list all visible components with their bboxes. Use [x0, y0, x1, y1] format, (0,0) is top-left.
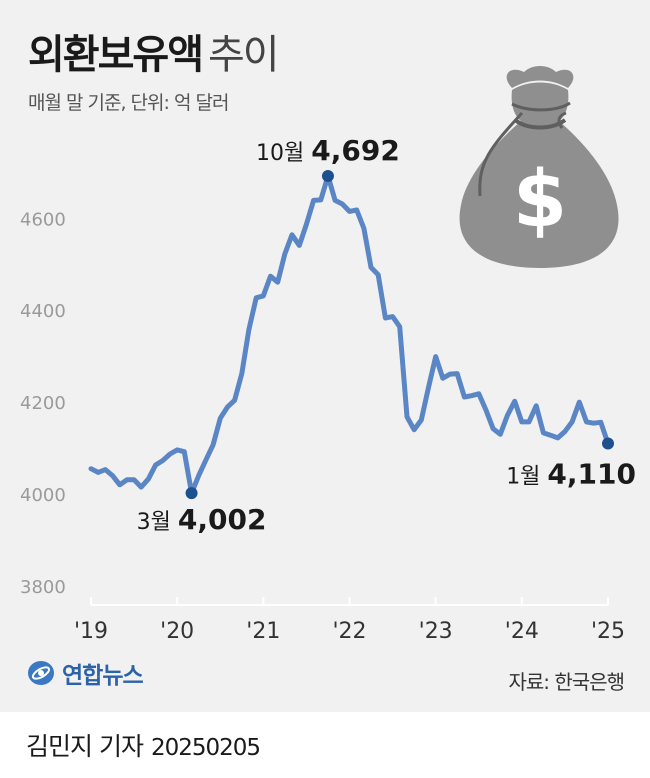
title-light: 추이 [208, 32, 280, 78]
highlight-point [185, 487, 198, 500]
yonhap-logo-icon [28, 661, 54, 685]
x-tick-label: '21 [246, 619, 280, 644]
x-tick-label: '22 [332, 619, 366, 644]
highlight-point [602, 437, 614, 450]
source-label: 자료: 한국은행 [508, 670, 625, 694]
y-tick-label: 4200 [20, 393, 66, 414]
reporter-name: 김민지 기자 [26, 732, 144, 761]
svg-text:$: $ [513, 155, 567, 245]
byline: 김민지 기자 20250205 [26, 727, 261, 763]
x-tick-label: '23 [419, 619, 453, 644]
publish-date: 20250205 [150, 735, 261, 761]
y-tick-label: 4000 [20, 485, 66, 506]
yonhap-logo: 연합뉴스 [26, 656, 144, 690]
data-label: 10월 4,692 [256, 134, 400, 167]
chart-annotations: 3월 4,002 10월 4,692 1월 4,110 [137, 134, 636, 536]
y-tick-label: 4600 [20, 209, 66, 230]
y-tick-label: 3800 [20, 577, 66, 598]
chart-plot-area [88, 170, 614, 500]
money-bag-icon: $ [459, 66, 619, 268]
highlight-point [321, 170, 334, 182]
data-label: 1월 4,110 [506, 457, 636, 490]
chart-title: 외환보유액 추이 [28, 22, 280, 80]
data-label: 3월 4,002 [137, 503, 267, 536]
chart-axes: 3800 4000 4200 4400 4600 '19 '20 '21 '22 '23 '24 '2… [20, 209, 625, 644]
x-tick-label: '25 [591, 619, 625, 644]
title-bold: 외환보유액 [28, 32, 204, 78]
logo-text: 연합뉴스 [62, 663, 144, 689]
x-tick-label: '20 [160, 619, 194, 644]
y-tick-label: 4400 [20, 301, 66, 322]
line-chart: $ 3800 4000 4200 4400 4600 '19 '20 '21 '22 '23 '24… [20, 66, 636, 644]
chart-subtitle: 매월 말 기준, 단위: 억 달러 [28, 92, 229, 114]
series-line [88, 173, 611, 496]
x-tick-label: '19 [74, 619, 108, 644]
x-tick-label: '24 [505, 619, 539, 644]
